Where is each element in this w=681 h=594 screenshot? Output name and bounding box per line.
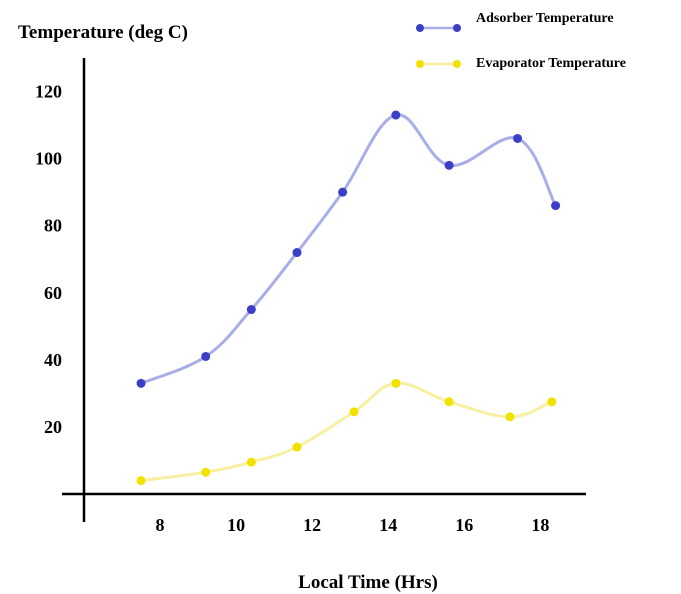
y-tick-label: 20 [44, 417, 62, 437]
y-tick-label: 60 [44, 283, 62, 303]
evaporator-data-point [505, 412, 515, 422]
legend-marker [416, 60, 424, 68]
adsorber-data-point [444, 160, 454, 170]
y-tick-label: 100 [35, 149, 62, 169]
adsorber-data-point [136, 378, 146, 388]
plot-area [136, 110, 561, 486]
evaporator-data-point [349, 407, 359, 417]
series-line-evaporator [140, 381, 553, 483]
legend-marker [416, 24, 424, 32]
adsorber-data-point [201, 351, 211, 361]
y-tick-label: 120 [35, 82, 62, 102]
x-tick-label: 16 [455, 515, 473, 535]
adsorber-data-point [338, 187, 348, 197]
x-tick-label: 12 [303, 515, 321, 535]
x-tick-label: 8 [156, 515, 165, 535]
series-line-adsorber [140, 113, 557, 385]
evaporator-data-point [136, 476, 146, 486]
adsorber-data-point [551, 201, 561, 211]
legend-label: Evaporator Temperature [476, 56, 626, 71]
x-tick-label: 10 [227, 515, 245, 535]
x-axis-title: Local Time (Hrs) [298, 572, 438, 593]
y-axis-title: Temperature (deg C) [18, 22, 188, 43]
x-tick-label: 14 [379, 515, 397, 535]
evaporator-data-point [292, 442, 302, 452]
legend-marker [453, 24, 461, 32]
legend-marker [453, 60, 461, 68]
y-tick-label: 80 [44, 216, 62, 236]
adsorber-data-point [292, 248, 302, 258]
adsorber-data-point [391, 110, 401, 120]
adsorber-data-point [246, 305, 256, 315]
legend-label: Adsorber Temperature [476, 11, 614, 26]
evaporator-data-point [391, 378, 401, 388]
adsorber-data-point [513, 133, 523, 143]
evaporator-data-point [246, 457, 256, 467]
x-tick-labels: 8 10 12 14 16 18 [156, 515, 550, 535]
evaporator-data-point [201, 467, 211, 477]
evaporator-data-point [547, 397, 557, 407]
y-tick-labels: 20 40 60 80 100 120 [35, 82, 62, 437]
y-tick-label: 40 [44, 350, 62, 370]
legend: Adsorber Temperature Evaporator Temperatu… [416, 11, 626, 71]
x-tick-label: 18 [531, 515, 549, 535]
evaporator-data-point [444, 397, 454, 407]
